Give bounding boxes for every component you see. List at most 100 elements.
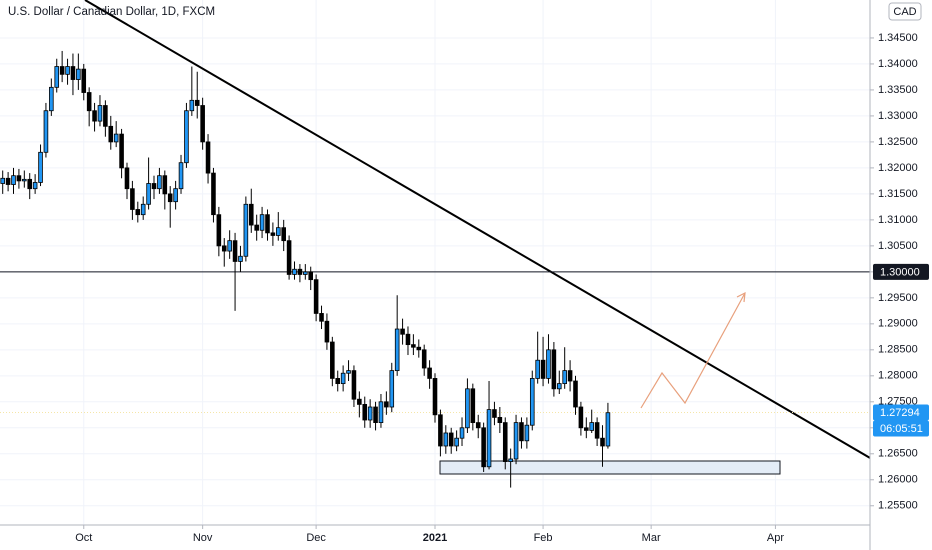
candle-body (194, 99, 200, 106)
candle-body (113, 133, 119, 143)
candle-body (292, 268, 297, 275)
candle-body (248, 203, 254, 226)
candle-body (211, 172, 216, 216)
currency-label: CAD (893, 6, 916, 18)
candle-body (0, 177, 5, 184)
candle-body (86, 92, 92, 112)
y-tick-label: 1.29500 (878, 292, 918, 304)
candle-body (22, 178, 27, 182)
candle-body (157, 175, 162, 190)
candle-body (178, 162, 184, 190)
candle-body (49, 86, 54, 112)
candle-body (297, 268, 303, 275)
trend-line (84, 0, 870, 460)
price-level-label-bg (873, 263, 929, 280)
candle-body (286, 240, 292, 275)
candle-body (405, 333, 411, 346)
candle-body (492, 409, 497, 418)
candle-body (351, 370, 357, 400)
candle-body (362, 404, 368, 421)
candle-body (578, 406, 584, 429)
candle-body (438, 414, 443, 447)
candle-body (421, 349, 427, 369)
candle-body (135, 209, 141, 216)
plot-area (0, 0, 870, 488)
candle-body (70, 66, 76, 80)
candle-body (27, 178, 33, 190)
candle-body (475, 422, 481, 429)
candle-body (140, 203, 146, 216)
candle-body (303, 271, 308, 275)
candle-body (103, 105, 108, 127)
candle-body (378, 401, 384, 423)
candle-body (340, 372, 346, 385)
y-tick-label: 1.28500 (878, 344, 918, 356)
candle-body (221, 245, 227, 252)
candle-body (216, 214, 222, 247)
candle-body (227, 240, 232, 252)
candle-body (584, 427, 589, 431)
candle-body (540, 359, 546, 379)
candle-body (281, 227, 286, 242)
chart-title: U.S. Dollar / Canadian Dollar, 1D, FXCM (8, 6, 215, 18)
x-tick-label: Apr (767, 532, 784, 544)
last-price-label-text: 1.27294 (880, 407, 920, 419)
candle-body (416, 346, 422, 351)
candle-body (54, 66, 60, 88)
candle-body (313, 279, 319, 314)
projection-path (640, 292, 746, 409)
candle-body (470, 388, 476, 423)
x-tick-label: 2021 (423, 532, 447, 544)
y-tick-label: 1.33000 (878, 110, 918, 122)
candle-body (184, 110, 189, 164)
candle-body (481, 427, 486, 468)
y-tick-label: 1.31000 (878, 214, 918, 226)
price-level-label-text: 1.30000 (880, 266, 920, 278)
candle-body (238, 255, 243, 262)
y-tick-label: 1.32000 (878, 162, 918, 174)
candle-body (308, 271, 314, 281)
candle-body (259, 214, 265, 231)
candle-body (173, 188, 178, 203)
candle-body (384, 401, 389, 408)
candle-body (205, 141, 211, 174)
candle-body (427, 367, 432, 379)
y-tick-label: 1.28000 (878, 370, 918, 382)
countdown-label-text: 06:05:51 (880, 423, 923, 435)
candle-body (535, 359, 540, 379)
candle-body (502, 422, 508, 462)
candle-body (519, 422, 524, 442)
x-tick-label: Oct (75, 532, 92, 544)
candle-body (459, 427, 465, 439)
y-tick-label: 1.29000 (878, 318, 918, 330)
candle-body (119, 133, 124, 169)
candle-body (562, 370, 567, 385)
candle-body (59, 66, 65, 75)
candle-body (497, 417, 503, 423)
candle-body (38, 151, 43, 183)
x-tick-label: Dec (306, 532, 326, 544)
candle-body (335, 378, 341, 385)
candle-body (346, 370, 351, 374)
y-tick-label: 1.33500 (878, 84, 918, 96)
y-tick-label: 1.32500 (878, 136, 918, 148)
projection-arrowhead (736, 291, 746, 303)
candle-body (465, 388, 470, 429)
countdown-label: 06:05:51 (873, 420, 929, 437)
candle-body (81, 68, 87, 93)
candle-body (124, 167, 130, 190)
candle-body (65, 66, 70, 75)
candle-body (43, 110, 49, 153)
currency-badge[interactable] (888, 2, 922, 21)
candle-body (92, 110, 97, 122)
candle-body (76, 68, 81, 80)
countdown-label-bg (873, 420, 929, 437)
candle-body (146, 183, 151, 205)
candle-body (600, 437, 605, 447)
candle-body (448, 432, 454, 447)
candle-body (513, 422, 519, 460)
y-tick-label: 1.26500 (878, 448, 918, 460)
candle-body (200, 105, 205, 143)
candle-body (573, 380, 578, 408)
candle-body (357, 398, 362, 405)
